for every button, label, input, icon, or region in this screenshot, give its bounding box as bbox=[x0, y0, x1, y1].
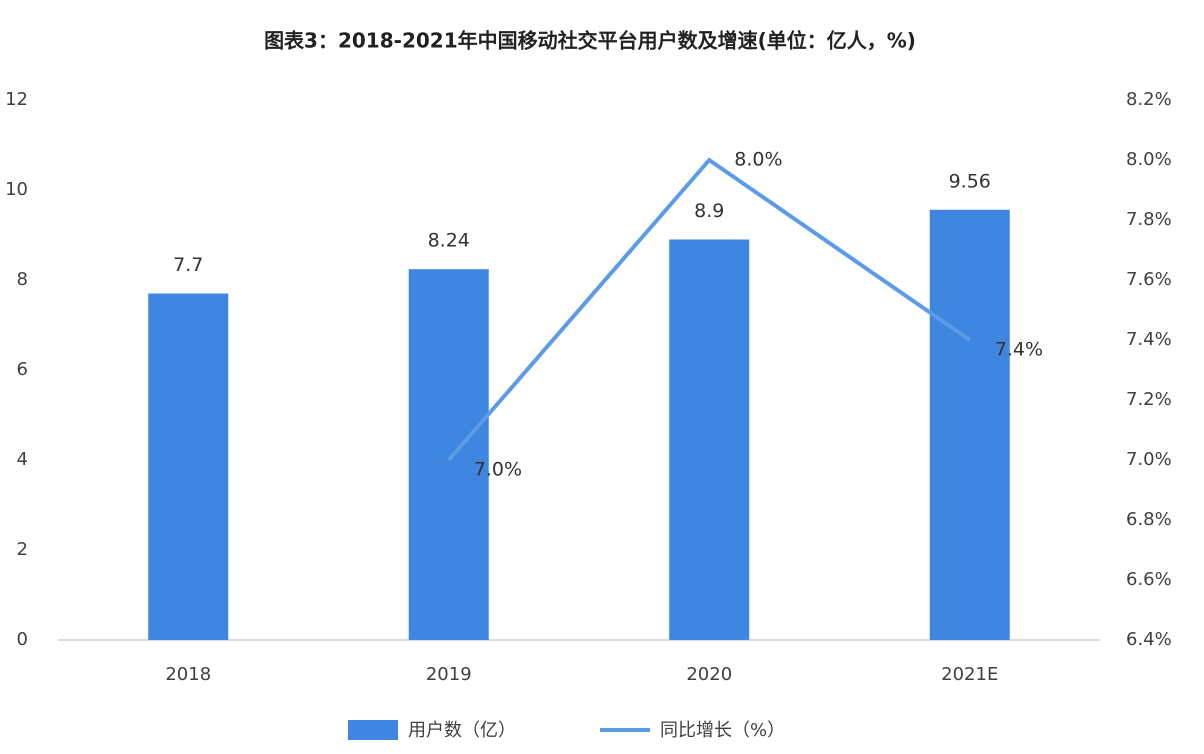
y-tick-label: 4 bbox=[17, 449, 28, 470]
bar bbox=[408, 269, 489, 640]
x-tick-label: 2019 bbox=[426, 664, 472, 685]
x-tick-label: 2021E bbox=[941, 664, 998, 685]
bar bbox=[148, 293, 229, 640]
legend-label: 同比增长（%） bbox=[660, 720, 785, 741]
y2-tick-label: 7.2% bbox=[1126, 389, 1172, 410]
y-tick-label: 2 bbox=[17, 539, 28, 560]
y2-tick-label: 6.4% bbox=[1126, 629, 1172, 650]
y2-tick-label: 8.0% bbox=[1126, 149, 1172, 170]
y-tick-label: 8 bbox=[17, 269, 28, 290]
legend-label: 用户数（亿） bbox=[408, 720, 516, 741]
line bbox=[447, 157, 971, 462]
value-label: 8.9 bbox=[694, 200, 724, 222]
bar bbox=[669, 239, 750, 640]
value-label: 8.0% bbox=[734, 149, 782, 171]
y-tick-label: 10 bbox=[5, 179, 28, 200]
y2-tick-label: 7.6% bbox=[1126, 269, 1172, 290]
y-tick-label: 12 bbox=[5, 89, 28, 110]
chart-title: 图表3：2018-2021年中国移动社交平台用户数及增速(单位：亿人，%) bbox=[264, 29, 916, 53]
y2-tick-label: 8.2% bbox=[1126, 89, 1172, 110]
y2-tick-label: 7.0% bbox=[1126, 449, 1172, 470]
value-label: 7.0% bbox=[474, 459, 522, 481]
y-tick-label: 0 bbox=[17, 629, 28, 650]
value-label: 7.4% bbox=[995, 339, 1043, 361]
y2-tick-label: 6.8% bbox=[1126, 509, 1172, 530]
x-tick-label: 2018 bbox=[165, 664, 211, 685]
value-label: 7.7 bbox=[173, 254, 203, 276]
legend-swatch bbox=[348, 720, 398, 740]
y2-tick-label: 7.4% bbox=[1126, 329, 1172, 350]
y2-tick-label: 7.8% bbox=[1126, 209, 1172, 230]
value-label: 8.24 bbox=[428, 230, 470, 252]
y-tick-label: 6 bbox=[17, 359, 28, 380]
y2-tick-label: 6.6% bbox=[1126, 569, 1172, 590]
bar bbox=[929, 209, 1010, 641]
x-tick-label: 2020 bbox=[686, 664, 732, 685]
value-label: 9.56 bbox=[949, 170, 991, 192]
